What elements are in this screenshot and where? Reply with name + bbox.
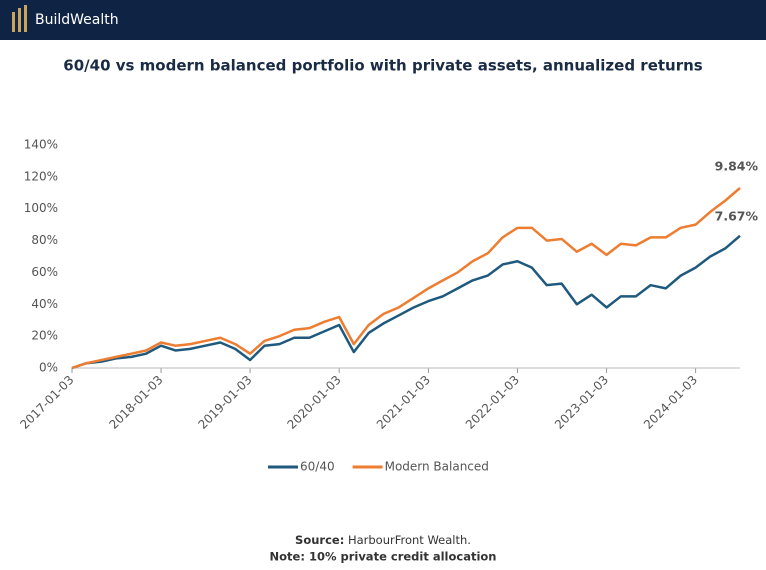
end-label: 9.84% [715,159,759,174]
series-line [71,234,741,370]
y-tick-label: 120% [24,169,58,183]
source-label: Source: [295,533,344,547]
source-text: HarbourFront Wealth. [348,533,471,547]
x-tick-label: 2020-01-03 [285,373,344,432]
x-tick-label: 2022-01-03 [463,373,522,432]
y-tick-label: 0% [39,361,58,375]
y-tick-label: 80% [31,233,58,247]
x-tick-label: 2021-01-03 [374,373,433,432]
y-tick-label: 60% [31,265,58,279]
logo-icon [12,5,27,32]
source: Source: HarbourFront Wealth. [295,533,471,547]
legend-label: Modern Balanced [385,460,489,474]
end-label: 7.67% [715,208,759,223]
brand: BuildWealth [35,12,119,28]
y-tick-label: 40% [31,297,58,311]
x-tick-label: 2018-01-03 [106,373,165,432]
y-tick-label: 20% [31,329,58,343]
x-tick-label: 2023-01-03 [552,373,611,432]
x-tick-label: 2019-01-03 [195,373,254,432]
x-tick-label: 2017-01-03 [17,373,76,432]
y-tick-label: 140% [24,138,58,152]
legend-label: 60/40 [300,460,335,474]
x-tick-label: 2024-01-03 [641,373,700,432]
header-bar [0,0,766,40]
y-tick-label: 100% [24,201,58,215]
series-line [71,187,741,370]
note: Note: 10% private credit allocation [270,550,497,564]
chart-title: 60/40 vs modern balanced portfolio with … [63,57,703,75]
